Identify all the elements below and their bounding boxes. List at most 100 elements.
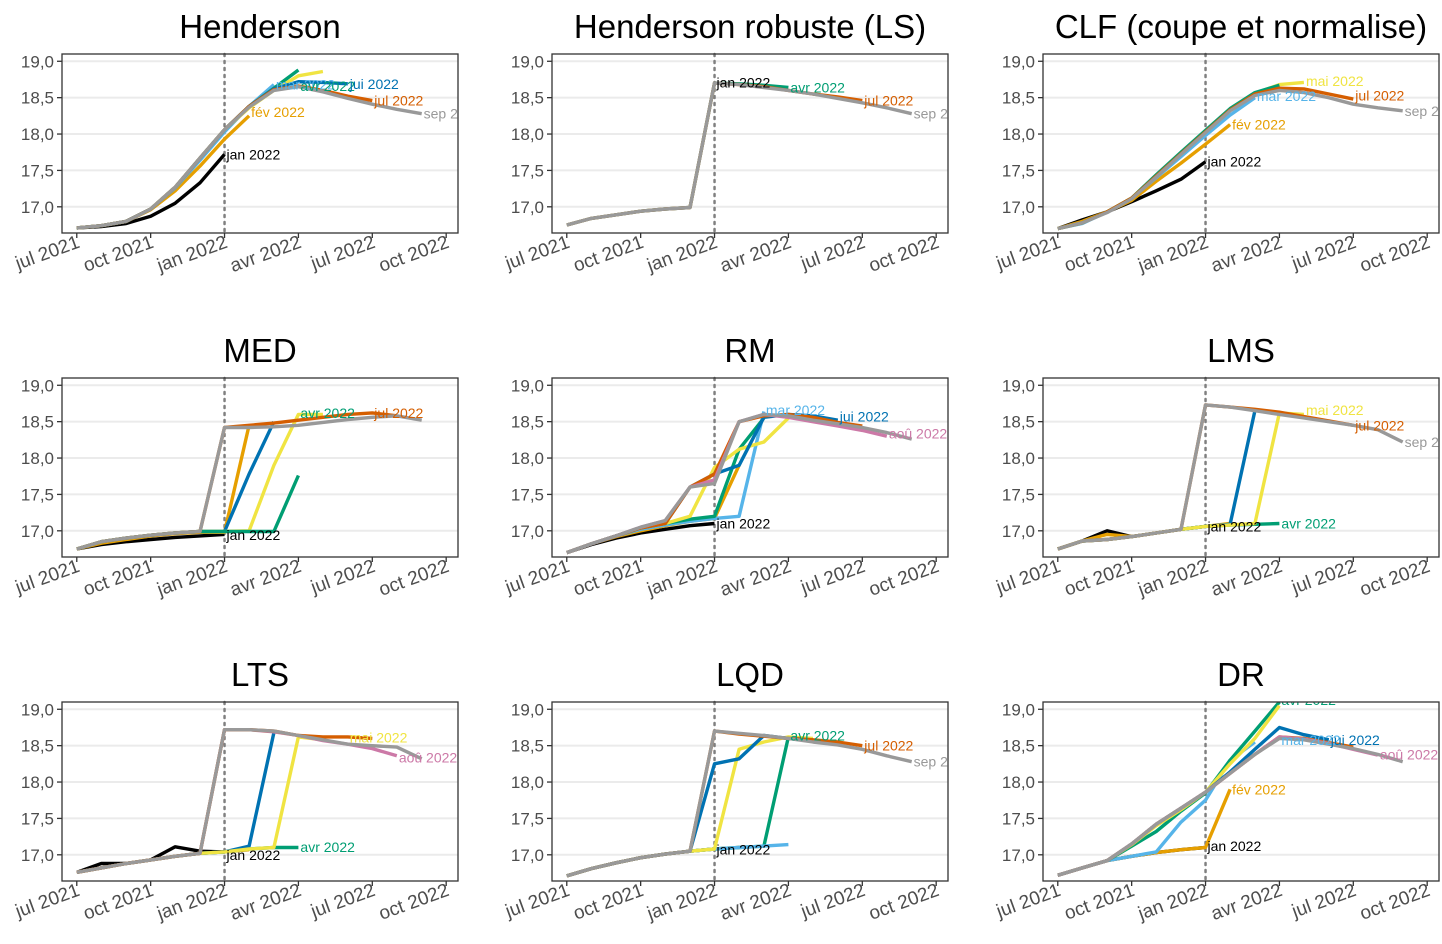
x-tick-label: jan 2022 <box>154 232 231 277</box>
series-label: fév 2022 <box>1232 117 1286 133</box>
panel-title: LTS <box>231 656 289 693</box>
series-group <box>1057 403 1404 551</box>
series-label: mar 2022 <box>276 77 335 93</box>
series-line-sep-2022 <box>566 729 913 878</box>
x-tick-label: jul 2022 <box>797 556 868 599</box>
series-label: mai 2022 <box>1306 73 1364 89</box>
panel-border <box>61 701 459 882</box>
series-label: avr 2022 <box>1281 692 1336 708</box>
series-label: aoû 2022 <box>399 749 458 765</box>
y-tick-label: 17,5 <box>21 485 54 504</box>
y-tick-label: 17,0 <box>21 198 54 217</box>
series-group <box>1057 702 1404 877</box>
panel-title: MED <box>223 332 296 369</box>
y-tick-label: 17,5 <box>511 809 544 828</box>
x-tick-label: jul 2022 <box>797 880 868 923</box>
x-tick-label: oct 2022 <box>376 232 452 277</box>
y-tick-label: 17,5 <box>511 161 544 180</box>
x-tick-label: oct 2021 <box>1062 880 1138 925</box>
panel-border <box>61 377 459 558</box>
series-label: jan 2022 <box>226 527 281 543</box>
series-label: avr 2022 <box>790 727 845 743</box>
x-tick-label: avr 2022 <box>1208 556 1285 601</box>
y-tick-label: 19,0 <box>1002 376 1035 395</box>
y-tick-label: 17,0 <box>1002 846 1035 865</box>
series-label: mar 2022 <box>1281 732 1340 748</box>
x-tick-label: jan 2022 <box>644 556 721 601</box>
y-tick-label: 18,5 <box>511 89 544 108</box>
y-tick-label: 17,5 <box>21 161 54 180</box>
x-tick-label: jul 2021 <box>502 232 573 275</box>
series-label: jui 2022 <box>839 409 889 425</box>
y-tick-label: 18,0 <box>1002 125 1035 144</box>
series-label: jul 2022 <box>373 405 423 421</box>
y-tick-label: 19,0 <box>1002 700 1035 719</box>
series-label: jul 2022 <box>1354 87 1404 103</box>
y-tick-label: 18,5 <box>21 737 54 756</box>
x-tick-label: jul 2021 <box>502 556 573 599</box>
series-label: jan 2022 <box>1207 518 1262 534</box>
panel-background <box>1043 702 1439 881</box>
y-tick-label: 18,0 <box>1002 773 1035 792</box>
x-tick-label: jul 2022 <box>307 556 378 599</box>
y-tick-label: 19,0 <box>21 700 54 719</box>
series-group <box>76 68 422 230</box>
y-tick-label: 17,5 <box>1002 485 1035 504</box>
y-tick-label: 17,5 <box>1002 809 1035 828</box>
x-tick-label: jul 2022 <box>797 232 868 275</box>
panel-background <box>62 54 458 233</box>
series-label: aoû 2022 <box>889 425 948 441</box>
series-label: avr 2022 <box>1281 516 1336 532</box>
x-tick-label: jul 2022 <box>307 880 378 923</box>
x-tick-label: jan 2022 <box>644 880 721 925</box>
x-tick-label: avr 2022 <box>717 556 794 601</box>
x-tick-label: jan 2022 <box>1135 556 1212 601</box>
x-tick-label: jul 2021 <box>993 232 1064 275</box>
y-tick-label: 17,0 <box>1002 198 1035 217</box>
panel-border <box>551 53 949 234</box>
x-tick-label: jul 2021 <box>12 556 83 599</box>
panel-border <box>61 53 459 234</box>
y-tick-label: 17,0 <box>21 846 54 865</box>
x-tick-label: oct 2022 <box>866 556 942 601</box>
y-tick-label: 17,0 <box>511 846 544 865</box>
y-tick-label: 19,0 <box>1002 52 1035 71</box>
panel-title: Henderson robuste (LS) <box>574 8 926 45</box>
y-tick-label: 18,5 <box>1002 737 1035 756</box>
series-label: avr 2022 <box>300 78 355 94</box>
x-tick-label: jul 2022 <box>1288 556 1359 599</box>
panel-2: Henderson robuste (LS) jan 2022 avr 2022 ju… <box>502 8 949 277</box>
series-label: avr 2022 <box>300 405 355 421</box>
series-label: fév 2022 <box>1232 781 1286 797</box>
panel-background <box>552 702 948 881</box>
series-label: avr 2022 <box>790 79 845 95</box>
x-tick-label: jul 2021 <box>12 880 83 923</box>
series-label: jul 2022 <box>863 93 913 109</box>
series-label: jan 2022 <box>1207 838 1262 854</box>
panel-title: LQD <box>716 656 784 693</box>
x-tick-label: jan 2022 <box>644 232 721 277</box>
panel-border <box>551 701 949 882</box>
series-label: mai 2022 <box>1306 402 1364 418</box>
x-tick-label: oct 2022 <box>1357 556 1433 601</box>
y-tick-label: 18,0 <box>511 773 544 792</box>
series-line-sep-2022 <box>76 414 422 551</box>
series-group <box>566 729 913 878</box>
y-tick-label: 19,0 <box>21 376 54 395</box>
panel-3: CLF (coupe et normalise) jan 2022 fév 2022… <box>993 8 1440 277</box>
series-label: avr 2022 <box>300 839 355 855</box>
panel-title: Henderson <box>179 8 340 45</box>
x-tick-label: oct 2021 <box>571 556 647 601</box>
x-tick-label: oct 2021 <box>571 232 647 277</box>
series-label: fév 2022 <box>251 104 305 120</box>
y-tick-label: 19,0 <box>511 376 544 395</box>
y-tick-label: 17,5 <box>1002 161 1035 180</box>
y-tick-label: 17,5 <box>21 809 54 828</box>
y-tick-label: 17,0 <box>1002 522 1035 541</box>
y-tick-label: 19,0 <box>511 700 544 719</box>
x-tick-label: oct 2021 <box>81 556 157 601</box>
x-tick-label: jan 2022 <box>1135 880 1212 925</box>
